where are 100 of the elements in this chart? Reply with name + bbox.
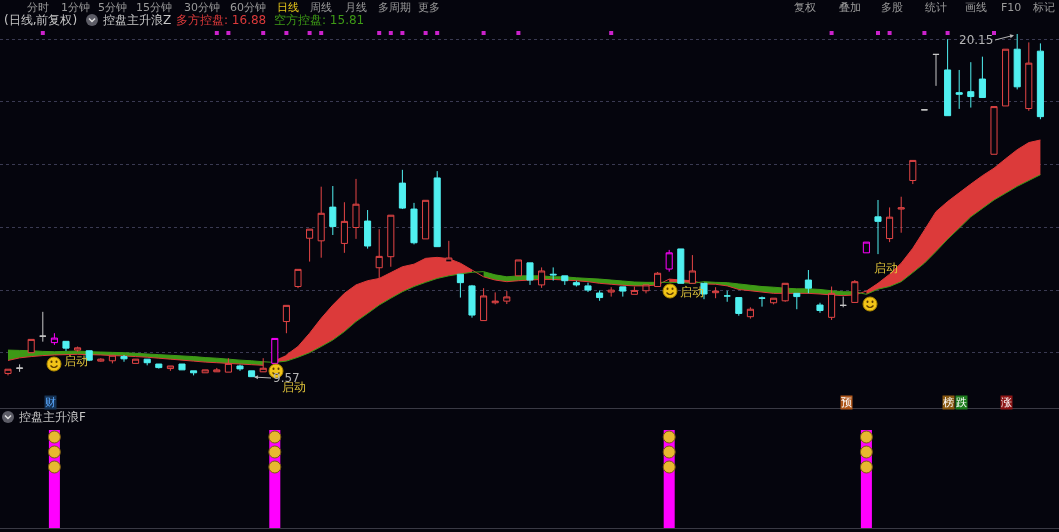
annotation: 启动 [64, 354, 88, 368]
text: 多股 [881, 1, 903, 14]
text: 空方控盘: 15.81 [274, 13, 365, 27]
candlestick [712, 286, 720, 299]
candlestick [897, 196, 905, 234]
candlestick [27, 338, 35, 354]
candlestick [352, 178, 360, 240]
text: 财 [45, 396, 56, 409]
text: 多周期 [378, 1, 411, 14]
candlestick [538, 266, 546, 289]
text: 复权 [794, 1, 816, 14]
candlestick [932, 53, 940, 87]
text: 统计 [925, 1, 947, 14]
candlestick [213, 367, 221, 373]
candlestick [120, 354, 128, 363]
candlestick [50, 332, 58, 346]
candlestick [85, 350, 93, 362]
text: 跌 [956, 396, 967, 409]
candlestick [97, 357, 105, 363]
candlestick [39, 311, 47, 343]
candlestick [654, 271, 662, 288]
candlestick [793, 292, 801, 310]
candlestick [1002, 48, 1010, 107]
candlestick [642, 284, 650, 294]
text: 多方控盘: 16.88 [176, 13, 267, 27]
candlestick [190, 370, 198, 376]
candlestick [271, 337, 279, 364]
candlestick [433, 170, 441, 248]
candlestick [584, 282, 592, 293]
candlestick [804, 269, 812, 294]
candlestick [236, 364, 244, 372]
candlestick [503, 290, 511, 305]
text: 更多 [418, 1, 440, 14]
text: 30分钟 [184, 1, 220, 14]
candlestick [839, 296, 847, 308]
candlestick [480, 287, 488, 322]
text: F10 [1001, 1, 1022, 14]
text: 15分钟 [136, 1, 172, 14]
candlestick [74, 346, 82, 353]
chart-title: (日线,前复权) [4, 13, 78, 27]
annotation: 启动 [874, 261, 898, 275]
candlestick [398, 169, 406, 210]
candlestick [746, 306, 754, 320]
annotation: 20.15 [959, 33, 994, 47]
text: 日线 [277, 1, 299, 14]
candlestick [166, 365, 174, 372]
candlestick [317, 186, 325, 259]
chart-subtitle: 控盘主升浪Z [103, 13, 172, 27]
candlestick [491, 291, 499, 305]
candlestick [62, 340, 70, 352]
annotation: 启动 [680, 285, 704, 299]
candlestick [155, 363, 163, 370]
candlestick [619, 286, 627, 298]
candlestick [990, 106, 998, 155]
candlestick [282, 304, 290, 334]
candlestick [16, 363, 24, 373]
candlestick [607, 286, 615, 298]
text: 叠加 [839, 1, 861, 14]
candlestick [944, 38, 952, 117]
candlestick [723, 290, 731, 303]
text: 涨 [1001, 396, 1012, 409]
candlestick [456, 273, 464, 299]
candlestick [828, 286, 836, 321]
candlestick [665, 249, 673, 273]
candlestick [514, 259, 522, 277]
candlestick [630, 286, 638, 295]
text: 标记 [1032, 1, 1055, 14]
candlestick [1025, 41, 1033, 112]
candlestick [294, 268, 302, 289]
candlestick [132, 358, 140, 364]
candlestick [178, 363, 186, 371]
candlestick [306, 228, 314, 263]
candlestick [781, 282, 789, 303]
candlestick [967, 61, 975, 109]
candlestick [422, 199, 430, 240]
candlestick [4, 368, 12, 376]
candlestick [909, 159, 917, 185]
candlestick [387, 214, 395, 268]
text: 预 [841, 396, 852, 409]
candlestick [596, 289, 604, 302]
text: 周线 [310, 1, 332, 14]
text: 画线 [965, 1, 987, 14]
text: 5分钟 [98, 1, 127, 14]
text: 月线 [345, 1, 367, 14]
candlestick [329, 185, 337, 236]
candlestick [364, 209, 372, 250]
text: 分时 [27, 1, 49, 14]
candlestick [410, 202, 418, 245]
candlestick [468, 284, 476, 319]
candlestick [886, 206, 894, 243]
candlestick [677, 248, 685, 284]
candlestick [955, 69, 963, 110]
candlestick [758, 296, 766, 308]
candlestick [201, 369, 209, 374]
chart-title: 控盘主升浪F [19, 410, 86, 424]
candlestick [851, 279, 859, 303]
text: 榜 [943, 396, 954, 409]
candlestick [874, 199, 882, 255]
candlestick [572, 280, 580, 288]
candlestick [549, 266, 557, 282]
